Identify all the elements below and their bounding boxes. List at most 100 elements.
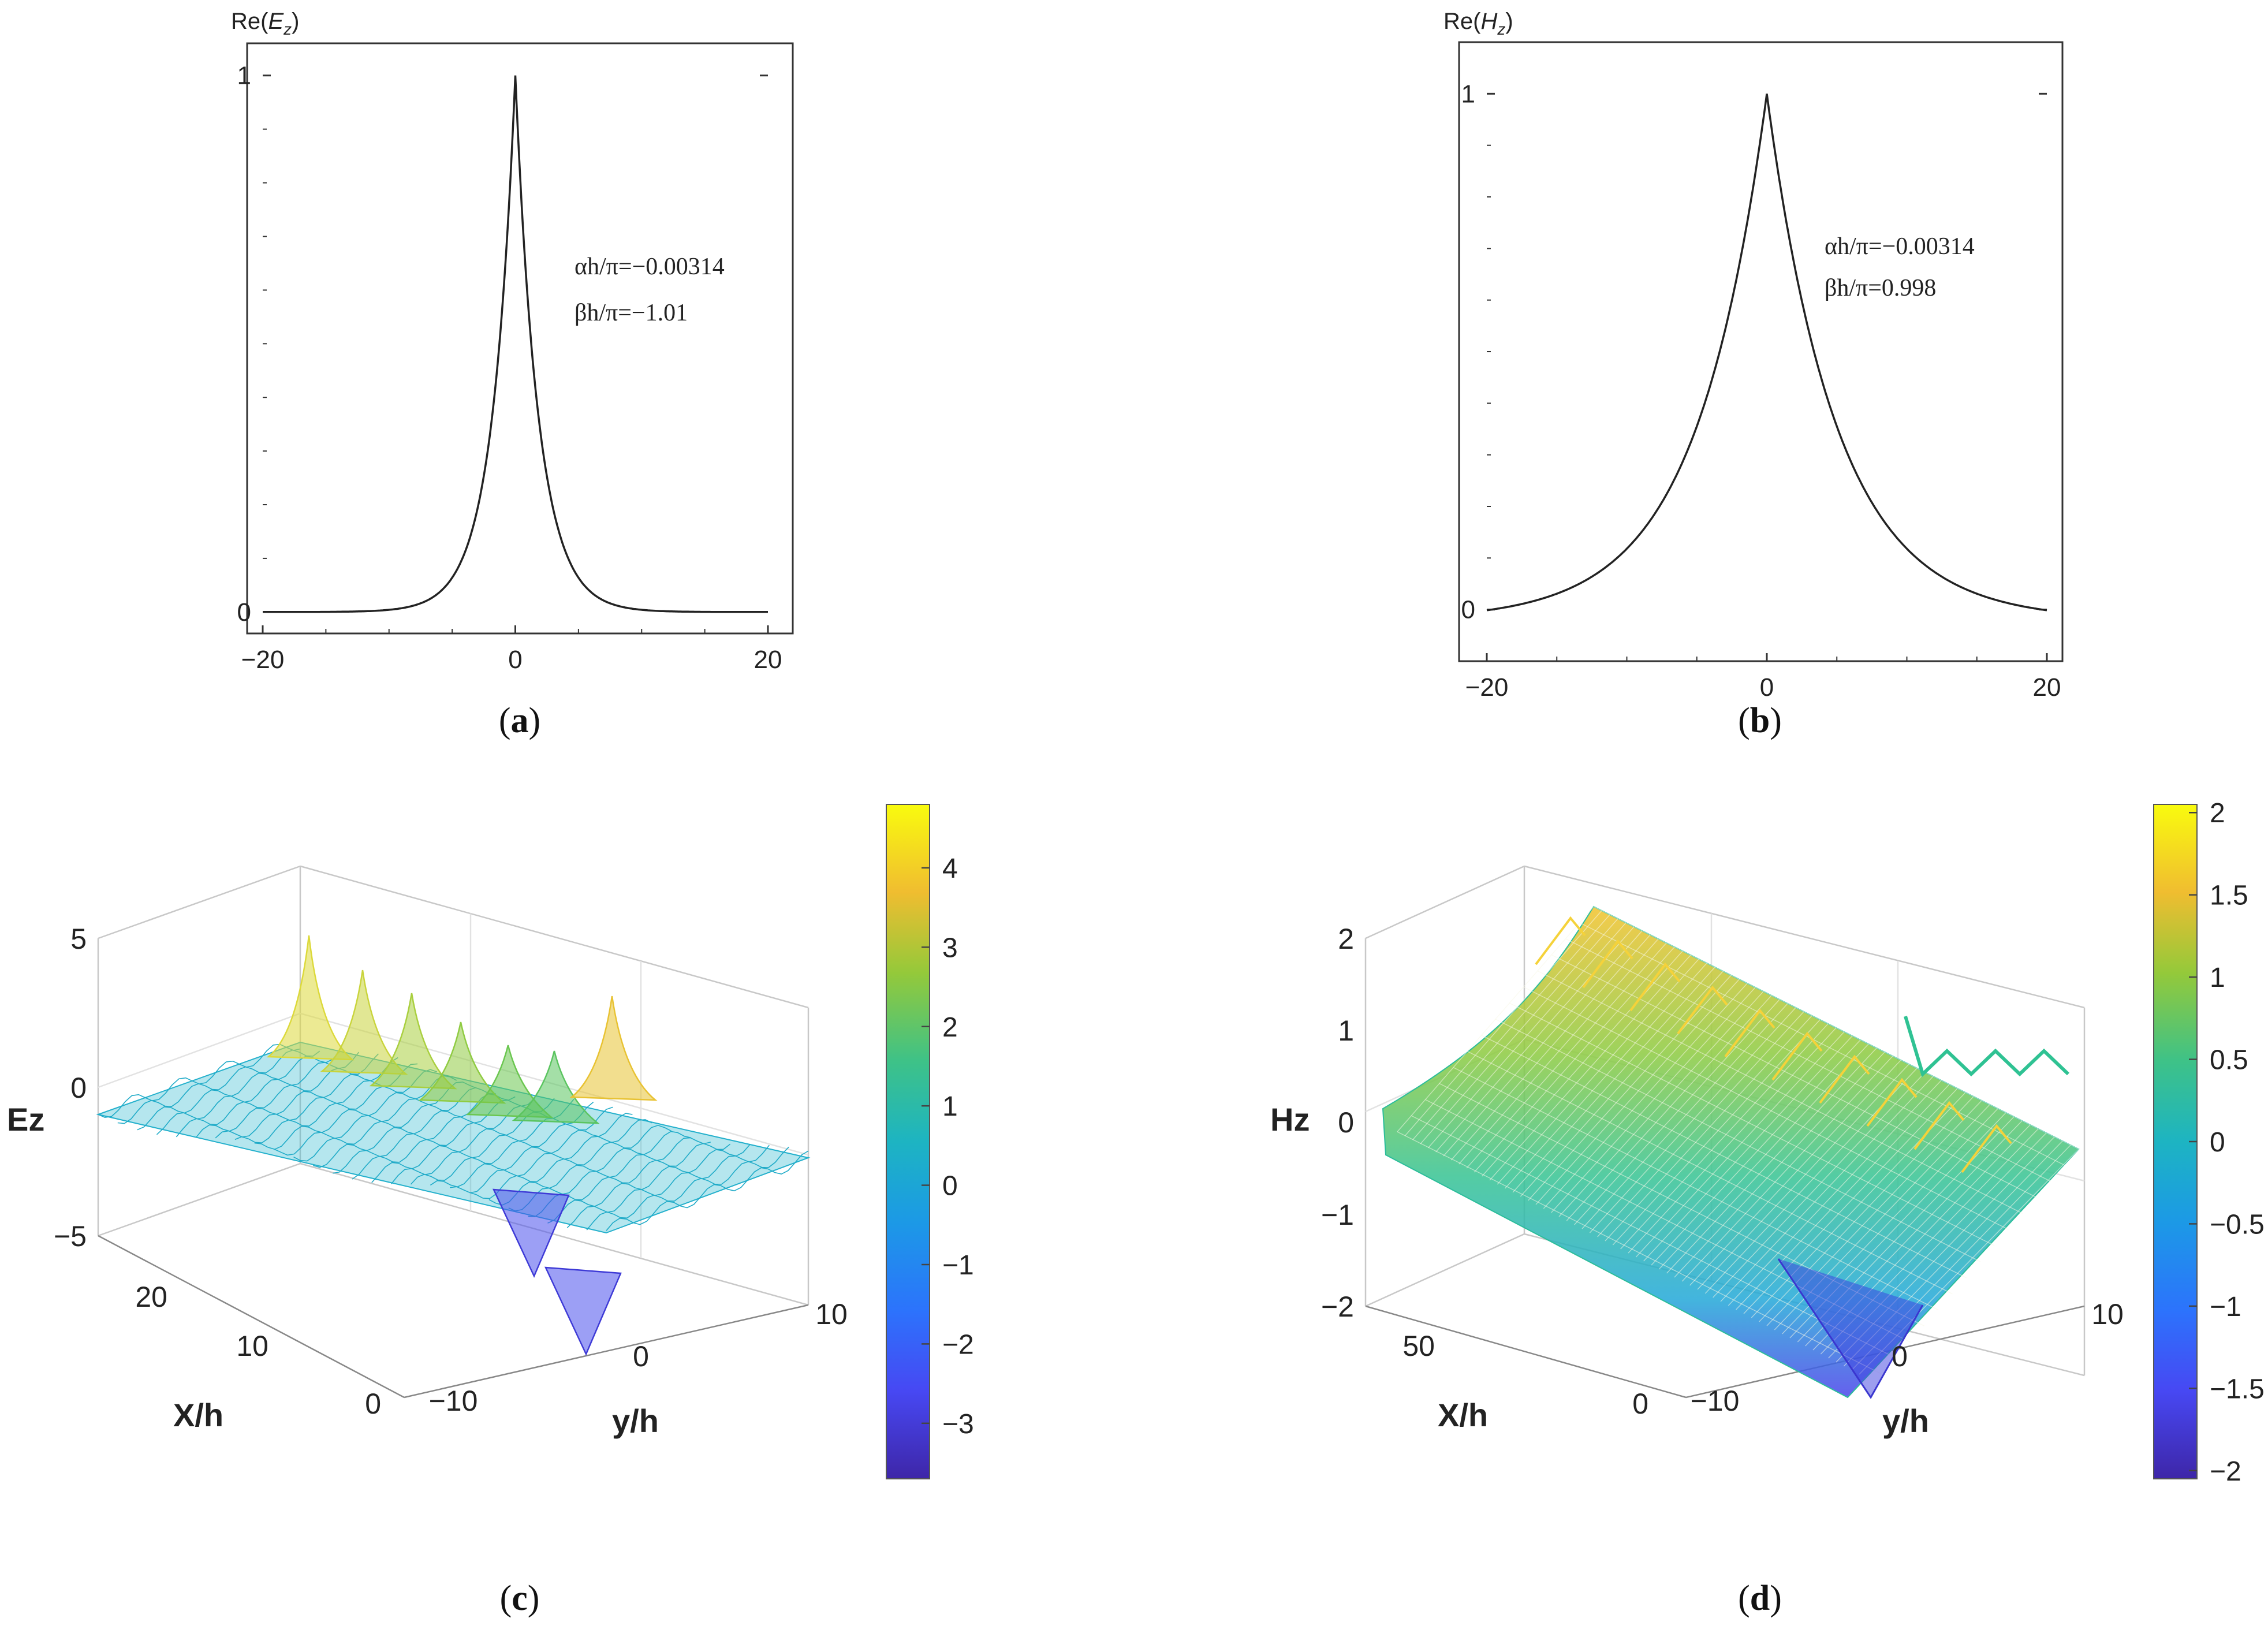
ylabel-a: Re(Ez) [231,9,299,38]
xlabel-d: X/h [1438,1397,1488,1433]
mesh-line-d [1523,986,2009,1230]
y-tick-label-a: 1 [237,62,251,90]
y-tick-label-d: 0 [1892,1340,1908,1373]
panel-b: Re(Hz) −20 0 20 0 1 αh/π=−0.00314 βh/π=0.998… [1443,9,2064,740]
z-tick-label-d: 0 [1338,1106,1354,1139]
surface-ridge-d [1961,1124,2012,1173]
annotation-alpha-a: αh/π=−0.00314 [575,253,725,280]
mesh-line-d [1551,987,1756,1213]
colorbar-tick-label-c: −2 [942,1329,974,1360]
mesh-line-d [1450,934,1651,1161]
surface-d [1382,905,2080,1399]
surface-trough-c [492,1188,570,1278]
z-tick-label-c: 5 [70,923,87,955]
mesh-line-d [1566,995,1772,1221]
y-tick-label-b: 0 [1461,596,1475,624]
mesh-line-d [1481,1035,1967,1278]
colorbar-c [886,804,930,1479]
z-tick-label-c: 0 [70,1072,87,1104]
mesh-line-c [469,1124,672,1199]
zlabel-d: Hz [1270,1101,1310,1138]
mesh-line-d [1411,1115,1897,1359]
mesh-line-d [1681,1056,1893,1282]
colorbar-ticks-c: 4 3 2 1 0 −1 −2 −3 [922,853,974,1440]
mesh-line-d [1528,975,1732,1201]
ticks-b: −20 0 20 0 1 [1461,80,2061,702]
mesh-line-d [1713,1072,1926,1298]
y-tick-label-d: 10 [2091,1298,2124,1330]
panel-label-d: (d) [1738,1579,1782,1618]
colorbar-tick-label-c: 0 [942,1171,958,1202]
surface-ridge-d [1677,985,1728,1035]
mesh-line-d [1467,1051,1953,1295]
mesh-line-c [234,1069,438,1144]
mesh-line-d [1458,938,1659,1165]
mesh-line-d [1658,1043,1869,1270]
mesh-line-d [1697,1064,1909,1290]
mesh-line-d [1489,955,1691,1181]
plot-frame-b [1458,41,2064,662]
mesh-line-d [1565,938,2051,1182]
ylabel-d: y/h [1882,1403,1929,1439]
panel-label-b: (b) [1738,701,1782,740]
surface-peaks-c [266,935,658,1356]
mesh-line-c [528,1143,731,1217]
z-tick-label-d: 2 [1338,923,1354,955]
x-tick-label-c: 0 [365,1388,381,1420]
mesh-line-c [547,1144,751,1224]
y-tick-label-c: 10 [815,1298,848,1330]
mesh-line-d [1628,1027,1837,1254]
mesh-line-d [1482,950,1683,1177]
colorbar-tick-label-d: 2 [2210,798,2225,829]
mesh-line-d [1520,971,1724,1197]
mesh-line-d [1674,1052,1885,1278]
mesh-line-c [586,1146,789,1231]
mesh-line-d [1505,963,1707,1189]
xlabel-c: X/h [173,1397,223,1433]
z-tick-label-c: −5 [54,1220,87,1252]
panel-label-a: (a) [499,701,540,740]
colorbar-tick-label-d: 1 [2210,963,2225,993]
colorbar-tick-label-d: −0.5 [2210,1209,2265,1240]
mesh-line-d [1743,1088,1958,1314]
surface-ridge-d [1819,1054,1870,1104]
surface-peak-c [369,993,457,1090]
colorbar-tick-label-c: −3 [942,1409,974,1440]
mesh-line-d [1537,970,2023,1214]
ylabel-b: Re(Hz) [1443,9,1513,38]
plot-frame-a [246,42,794,635]
mesh-line-d [1579,922,2065,1166]
annotation-beta-a: βh/π=−1.01 [575,300,688,326]
surface-ridge-d [1629,962,1681,1012]
surface-peak-c [569,996,658,1101]
mesh-line-d [1495,1019,1981,1262]
mesh-line-d [1474,946,1675,1173]
x-tick-label-d: 0 [1632,1388,1648,1420]
colorbar-tick-label-c: 4 [942,853,958,884]
surface-trough-c [544,1266,622,1356]
surface-trough-d [1777,1258,1924,1399]
colorbar-tick-label-d: −1 [2210,1292,2241,1322]
mesh-line-d [1509,1002,1995,1246]
colorbar-tick-label-d: 0.5 [2210,1045,2248,1076]
surface-ridge-d [1724,1008,1775,1058]
mesh-line-d [1597,1011,1804,1237]
y-tick-label-a: 0 [237,598,251,627]
mesh-line-c [156,1052,360,1135]
mesh-line-c [254,1075,457,1150]
ticks-a: −20 0 20 0 1 [237,62,782,674]
z-tick-label-d: −1 [1321,1199,1354,1231]
x-tick-label-a: 20 [754,646,782,674]
surface-c [96,935,811,1356]
mesh-line-d [1605,1015,1812,1241]
mesh-line-d [1453,1067,1939,1311]
mesh-line-c [450,1119,652,1194]
annotation-alpha-b: αh/π=−0.00314 [1825,233,1975,260]
x-tick-label-b: 20 [2033,673,2061,702]
annotation-beta-b: βh/π=0.998 [1825,275,1936,301]
mesh-line-d [1635,1031,1845,1258]
mesh-line-d [1643,1035,1853,1262]
